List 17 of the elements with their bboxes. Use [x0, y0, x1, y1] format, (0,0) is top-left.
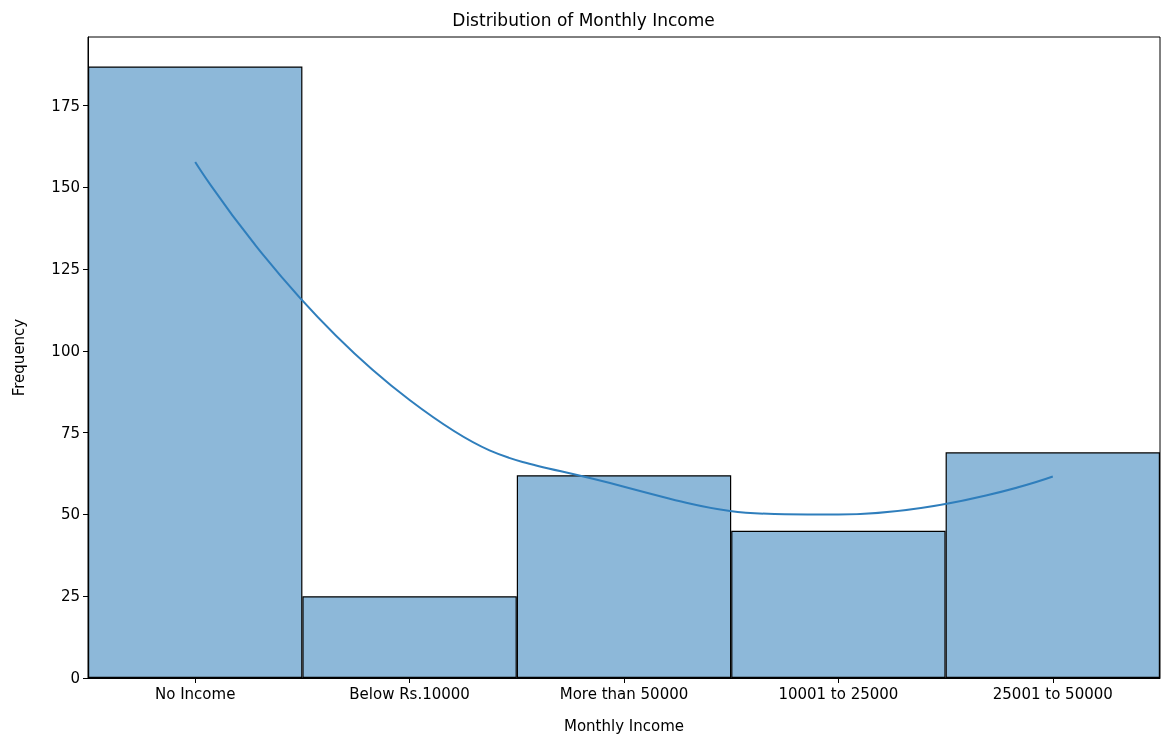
x-tick-label: 25001 to 50000: [992, 684, 1113, 703]
y-tick-label: 125: [51, 260, 80, 279]
y-tick-label: 75: [60, 423, 80, 442]
x-axis-title: Monthly Income: [563, 716, 685, 735]
y-tick-label: 175: [51, 96, 80, 115]
y-tick-label: 150: [51, 178, 80, 197]
y-tick-label: 0: [70, 669, 80, 687]
line-series: [194, 160, 1054, 516]
x-tick-label: More than 50000: [559, 684, 689, 703]
y-tick-label: 100: [51, 341, 80, 360]
y-tick-label: 25: [60, 587, 80, 606]
x-tick-label: 10001 to 25000: [778, 684, 899, 703]
x-tick-label: No Income: [155, 684, 236, 703]
chart-title: Distribution of Monthly Income: [452, 9, 715, 30]
x-tick-label: Below Rs.10000: [349, 684, 470, 703]
y-axis-title: Frequency: [9, 318, 28, 397]
y-tick-label: 50: [60, 505, 80, 524]
